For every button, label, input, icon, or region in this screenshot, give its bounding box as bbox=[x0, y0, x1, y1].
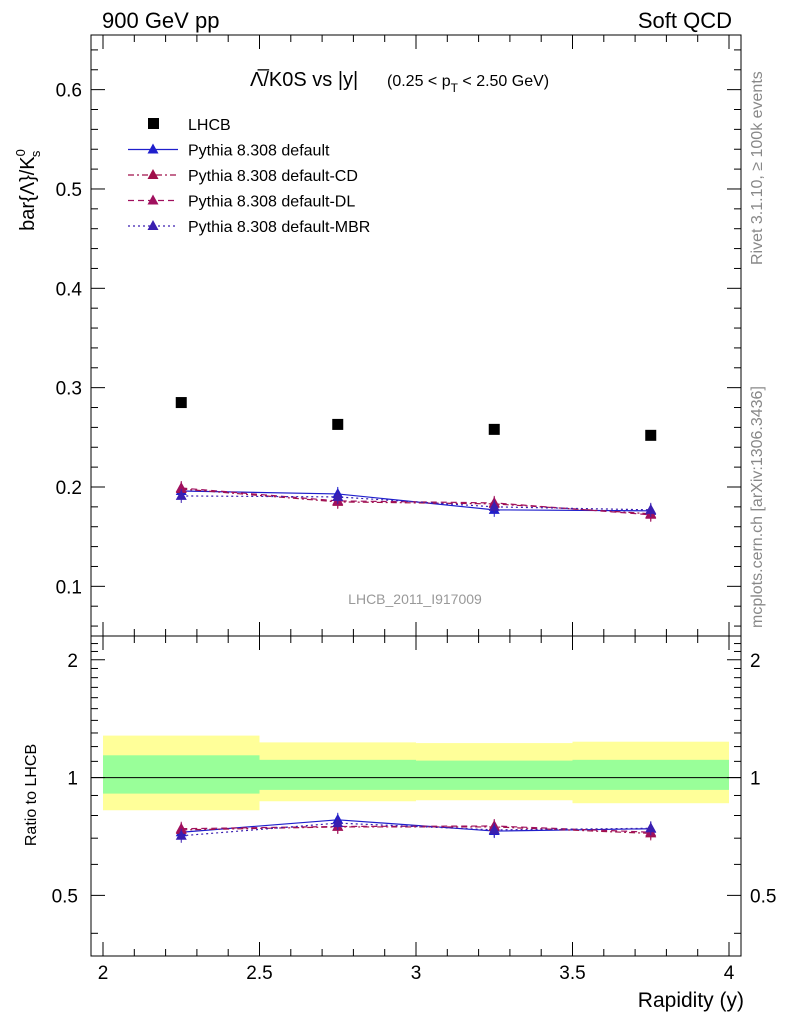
data-point bbox=[175, 397, 187, 409]
uncertainty-band-inner bbox=[416, 760, 573, 790]
legend: LHCB Pythia 8.308 default Pythia 8.308 def… bbox=[128, 117, 370, 236]
analysis-watermark: LHCB_2011_I917009 bbox=[348, 591, 482, 607]
main-ylabel: bar{Λ}/K0s bbox=[13, 149, 43, 231]
uncertainty-band-inner bbox=[259, 759, 416, 790]
ratio-y-tick-label-right: 1 bbox=[750, 769, 761, 790]
uncertainty-band-inner bbox=[572, 759, 729, 790]
x-tick-label: 3 bbox=[411, 963, 422, 984]
legend-marker bbox=[147, 194, 159, 205]
ratio-point bbox=[645, 822, 657, 833]
ratio-point bbox=[175, 829, 187, 840]
y-tick-label: 0.1 bbox=[56, 577, 82, 598]
header-right: Soft QCD bbox=[638, 8, 732, 33]
series-line bbox=[181, 495, 651, 511]
y-tick-label: 0.2 bbox=[56, 478, 82, 499]
ratio-ylabel: Ratio to LHCB bbox=[23, 744, 40, 846]
main-ylabel-sub: s bbox=[28, 150, 43, 157]
ratio-panel: 0.5 0.5 1 1 2 2 2 2.5 3 3.5 4 Ratio to LHCB Rapidi… bbox=[23, 635, 776, 1012]
ratio-axis-ticks: 0.5 0.5 1 1 2 2 2 2.5 3 3.5 4 bbox=[52, 636, 776, 984]
series-pythia-8-308-default-dl bbox=[175, 480, 657, 522]
ratio-y-tick-label-right: 0.5 bbox=[750, 886, 776, 907]
data-point bbox=[332, 418, 344, 430]
legend-marker bbox=[147, 220, 159, 230]
chart-title-range-start: (0.25 < p bbox=[387, 73, 451, 90]
data-point bbox=[175, 481, 187, 492]
data-point bbox=[175, 489, 187, 500]
x-axis-label: Rapidity (y) bbox=[638, 989, 744, 1012]
legend-entry: Pythia 8.308 default-MBR bbox=[128, 219, 370, 236]
main-axis-ticks: 0.1 0.2 0.3 0.4 0.5 0.6 bbox=[56, 35, 741, 636]
ratio-point bbox=[332, 817, 344, 828]
legend-label: Pythia 8.308 default-CD bbox=[188, 168, 358, 185]
main-ylabel-sup: 0 bbox=[13, 149, 28, 156]
rivet-label: Rivet 3.1.10, ≥ 100k events bbox=[749, 71, 766, 265]
legend-entry: Pythia 8.308 default-CD bbox=[128, 168, 358, 185]
data-point bbox=[488, 500, 500, 511]
mcplots-label: mcplots.cern.ch [arXiv:1306.3436] bbox=[749, 386, 766, 628]
legend-entry: Pythia 8.308 default bbox=[128, 143, 330, 160]
ratio-y-tick-label-right: 2 bbox=[750, 651, 761, 672]
series-lhcb bbox=[175, 397, 657, 441]
legend-entry: Pythia 8.308 default-DL bbox=[128, 194, 355, 211]
x-tick-label: 2.5 bbox=[246, 963, 272, 984]
main-series-layer bbox=[175, 397, 657, 522]
ratio-y-tick-label: 2 bbox=[67, 651, 78, 672]
y-tick-label: 0.5 bbox=[56, 180, 82, 201]
legend-marker bbox=[147, 169, 159, 179]
ratio-bands bbox=[91, 735, 741, 811]
chart-title-range: (0.25 < pT < 2.50 GeV) bbox=[387, 73, 549, 95]
uncertainty-band-inner bbox=[103, 755, 260, 794]
header-left: 900 GeV pp bbox=[102, 8, 219, 33]
ratio-line bbox=[181, 822, 651, 837]
data-point bbox=[645, 429, 657, 441]
ratio-point bbox=[488, 823, 500, 834]
ratio-line bbox=[181, 819, 651, 833]
x-tick-label: 3.5 bbox=[559, 963, 585, 984]
ratio-y-tick-label: 1 bbox=[67, 769, 78, 790]
ratio-frame bbox=[90, 635, 742, 957]
chart-title-range-sub: T bbox=[451, 81, 459, 95]
x-tick-label: 4 bbox=[724, 963, 735, 984]
data-point bbox=[488, 423, 500, 435]
y-tick-label: 0.4 bbox=[56, 279, 83, 300]
legend-marker bbox=[148, 118, 159, 129]
chart-title-range-end: < 2.50 GeV) bbox=[458, 73, 549, 90]
ratio-y-tick-label: 0.5 bbox=[52, 886, 78, 907]
legend-label: LHCB bbox=[188, 117, 231, 134]
main-panel: 0.1 0.2 0.3 0.4 0.5 0.6 bar{Λ}/K0s Λ̅/K0S vs … bbox=[13, 34, 742, 637]
main-ylabel-text: bar{Λ}/K bbox=[17, 156, 39, 231]
series-pythia-8-308-default bbox=[175, 483, 657, 518]
legend-label: Pythia 8.308 default bbox=[188, 143, 330, 160]
legend-label: Pythia 8.308 default-MBR bbox=[188, 219, 370, 236]
series-pythia-8-308-default-mbr bbox=[175, 488, 657, 517]
svg-text:bar{Λ}/K0s: bar{Λ}/K0s bbox=[13, 149, 43, 231]
y-tick-label: 0.6 bbox=[56, 81, 82, 102]
ratio-series-layer bbox=[175, 812, 657, 843]
legend-marker bbox=[147, 143, 159, 154]
ratio-point bbox=[175, 822, 187, 833]
legend-label: Pythia 8.308 default-DL bbox=[188, 194, 355, 211]
x-tick-label: 2 bbox=[98, 963, 109, 984]
chart-title: Λ̅/K0S vs |y| bbox=[250, 68, 358, 91]
data-point bbox=[332, 490, 344, 501]
data-point bbox=[645, 503, 657, 514]
y-tick-label: 0.3 bbox=[56, 379, 82, 400]
legend-entry: LHCB bbox=[148, 117, 231, 134]
ratio-series-pythia-8-308-default-mbr bbox=[175, 816, 657, 843]
